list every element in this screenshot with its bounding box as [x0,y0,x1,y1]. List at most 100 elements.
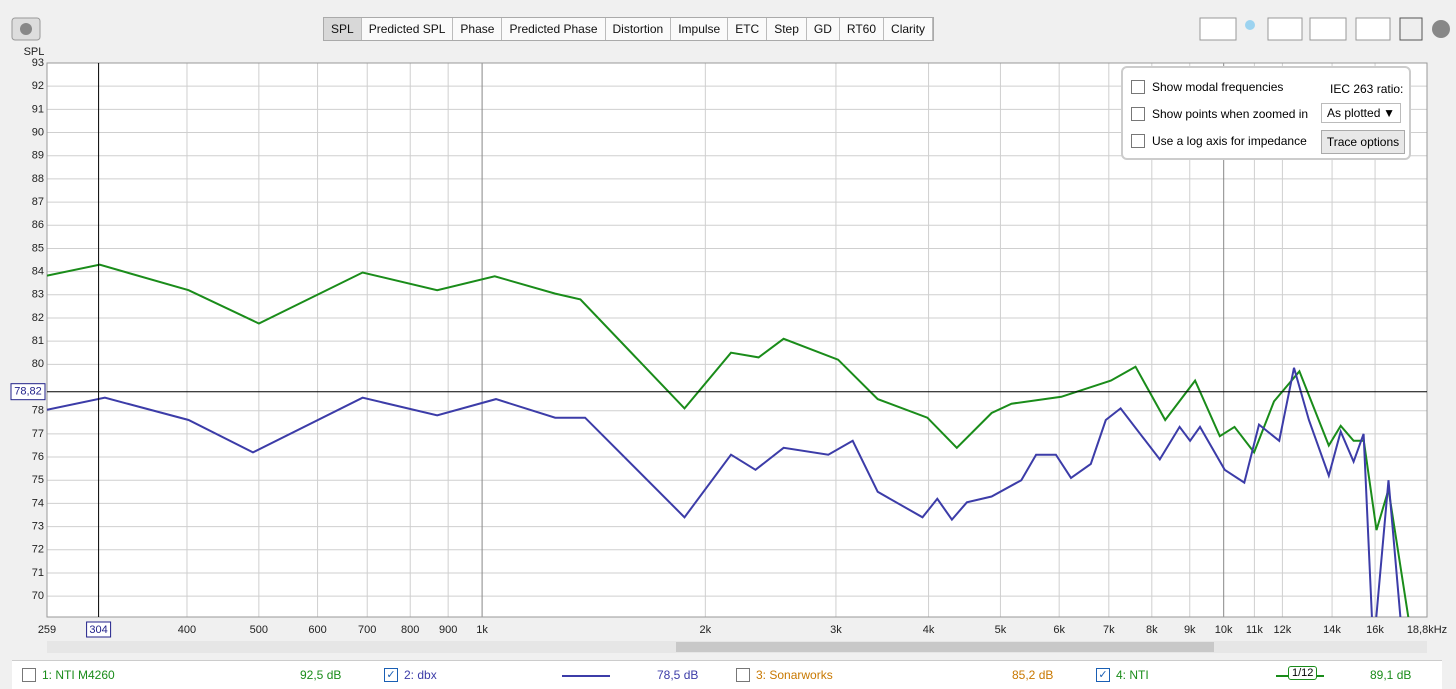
y-tick-label: 90 [32,126,44,138]
x-tick-label: 700 [358,624,376,636]
ratio-label: IEC 263 ratio: [1330,82,1404,96]
x-tick-label: 3k [830,624,842,636]
checkbox[interactable]: ✓ [1096,668,1110,682]
tab[interactable]: Impulse [671,18,729,40]
x-tick-label: 600 [308,624,326,636]
tab[interactable]: RT60 [840,18,885,40]
y-tick-label: 88 [32,173,44,185]
x-tick-label: 7k [1103,624,1115,636]
y-tick-label: 86 [32,219,44,231]
checkbox-row[interactable]: Use a log axis for impedance [1131,134,1307,148]
plot-border [46,62,1428,618]
line-sample [562,675,610,677]
y-tick-label: 87 [32,196,44,208]
legend-item[interactable]: 1: NTI M4260 [22,668,115,682]
y-tick-label: 76 [32,451,44,463]
legend-label: 1: NTI M4260 [42,668,115,682]
button-label: Trace options [1326,135,1400,149]
legend-label: 4: NTI [1116,668,1149,682]
y-tick-label: 92 [32,80,44,92]
x-tick-label: 12k [1274,624,1292,636]
legend-value: 78,5 dB [657,668,699,682]
cursor-x-label: 304 [89,624,107,636]
y-tick-label: 85 [32,242,44,254]
tab[interactable]: Step [767,18,807,40]
tab[interactable]: GD [807,18,840,40]
legend-value: 92,5 dB [300,668,342,682]
x-tick-label: 11k [1246,624,1263,636]
x-tick-label: 1k [476,624,488,636]
tab-bar: SPL Predicted SPL Phase Predicted Phase Dist… [323,17,935,41]
select-value: As plotted [1327,106,1381,120]
trace-options-button[interactable]: Trace options [1321,130,1405,154]
legend-value: 85,2 dB [1012,668,1054,682]
cursor-y-box [10,383,46,401]
camera-lens [20,23,32,35]
tab[interactable]: Clarity [884,18,934,40]
legend-item[interactable]: ✓ 4: NTI [1096,668,1149,682]
x-tick-label: 8k [1146,624,1158,636]
x-tick-label: 9k [1184,624,1196,636]
tab[interactable]: SPL [324,18,362,40]
icon[interactable] [1399,17,1423,41]
cursor-x-box [86,621,112,638]
legend-item[interactable]: ✓ 2: dbx [384,668,437,682]
x-tick-label: 6k [1053,624,1065,636]
tab[interactable]: Predicted SPL [362,18,454,40]
checkbox[interactable] [1131,107,1145,121]
x-tick-label: 16k [1366,624,1384,636]
y-axis-label: SPL [24,46,45,58]
icon[interactable] [1309,17,1347,41]
y-tick-label: 81 [32,335,44,347]
icon[interactable] [1355,17,1391,41]
y-tick-label: 75 [32,474,44,486]
x-tick-label: 800 [401,624,419,636]
y-tick-label: 91 [32,103,44,115]
y-tick-label: 72 [32,544,44,556]
series-line [47,367,1402,617]
checkbox-row[interactable]: Show points when zoomed in [1131,107,1308,121]
checkbox-row[interactable]: Show modal frequencies [1131,80,1283,94]
legend-item[interactable]: 3: Sonarworks [736,668,833,682]
y-tick-label: 71 [32,567,44,579]
y-tick-label: 84 [32,266,44,278]
ratio-select[interactable]: As plotted ▼ [1321,103,1401,123]
x-tick-label: 14k [1323,624,1341,636]
x-tick-label: 5k [995,624,1007,636]
y-tick-label: 83 [32,289,44,301]
icon[interactable] [1267,17,1303,41]
x-tick-label: 400 [178,624,196,636]
chart: SPL 70 71 72 73 74 75 76 77 78 80 81 82 83 84 85 86 87 88… [10,17,1450,653]
tab[interactable]: Predicted Phase [502,18,606,40]
checkbox-label: Show points when zoomed in [1152,107,1309,121]
legend-bar: 1: NTI M4260 92,5 dB ✓ 2: dbx 78,5 dB 3: Sona… [12,660,1442,689]
checkbox[interactable] [1131,80,1145,94]
tab[interactable]: Phase [453,18,503,40]
checkbox[interactable] [22,668,36,682]
icon[interactable] [1199,17,1237,41]
y-tick-label: 89 [32,150,44,162]
checkbox[interactable] [736,668,750,682]
settings-icon[interactable] [1432,20,1450,38]
arrow: ▼ [1383,106,1395,120]
y-tick-label: 70 [32,590,44,602]
checkbox[interactable]: ✓ [384,668,398,682]
y-tick-label: 73 [32,521,44,533]
legend-label: 3: Sonarworks [756,668,833,682]
tab[interactable]: Distortion [606,18,672,40]
checkbox-label: Use a log axis for impedance [1152,134,1307,148]
legend-label: 2: dbx [404,668,437,682]
x-tick-label: 18,8kHz [1407,624,1447,636]
icon[interactable] [1245,20,1255,30]
checkbox[interactable] [1131,134,1145,148]
x-tick-label: 10k [1215,624,1233,636]
tab[interactable]: ETC [728,18,768,40]
y-tick-label: 93 [32,57,44,69]
smoothing-label: 1/12 [1288,666,1318,680]
y-tick-label: 77 [32,428,44,440]
y-tick-label: 80 [32,358,44,370]
legend-value: 89,1 dB [1370,668,1412,682]
x-tick-label: 2k [700,624,712,636]
scrollbar-thumb[interactable] [676,642,1214,652]
